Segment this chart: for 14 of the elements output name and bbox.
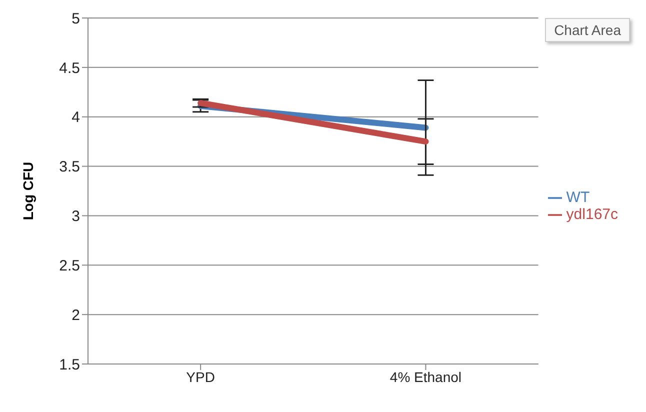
y-tick-label: 5 bbox=[72, 10, 80, 28]
y-tick-label: 3 bbox=[72, 208, 80, 226]
x-tick-label: YPD bbox=[186, 368, 215, 385]
y-tick-label: 3.5 bbox=[59, 158, 80, 176]
y-tick-label: 4 bbox=[72, 109, 80, 126]
y-tick-label: 4.5 bbox=[59, 60, 80, 77]
x-tick-label: 4% Ethanol bbox=[390, 368, 462, 385]
y-axis-title: Log CFU bbox=[20, 162, 36, 220]
y-tick-label: 1.5 bbox=[59, 356, 80, 374]
text: Chart Area bbox=[545, 18, 630, 42]
y-tick-label: 2 bbox=[72, 306, 80, 324]
legend-label: ydl167c bbox=[566, 206, 618, 223]
y-tick-label: 2.5 bbox=[59, 257, 80, 274]
legend-label: WT bbox=[566, 189, 590, 206]
